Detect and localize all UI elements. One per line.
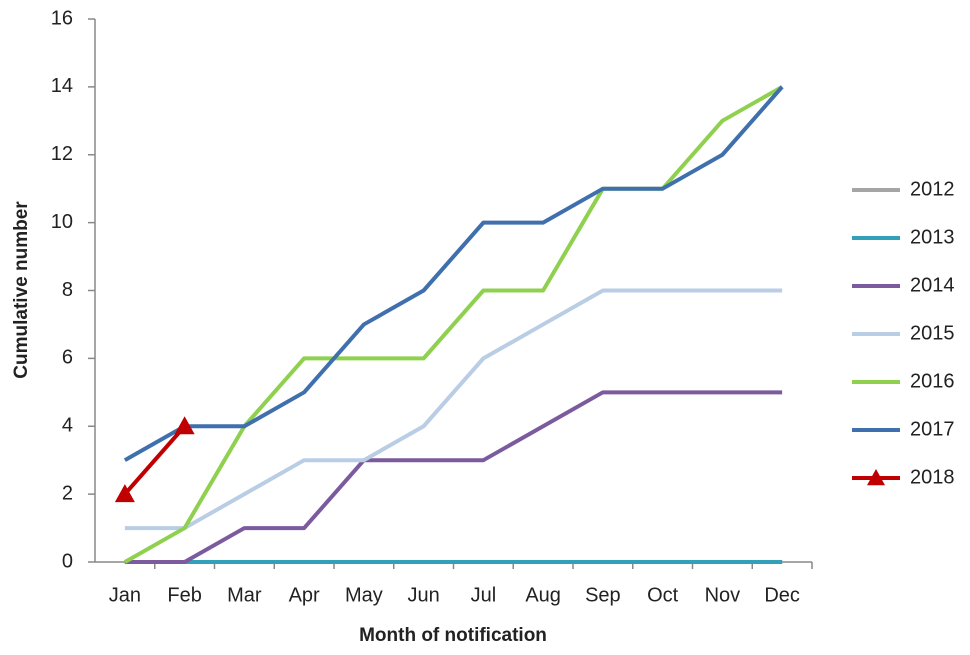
legend-label: 2014 [910, 274, 955, 296]
x-tick-label: Sep [585, 584, 621, 606]
x-tick-label: May [345, 584, 383, 606]
y-tick-label: 10 [51, 211, 73, 233]
legend-label: 2016 [910, 370, 955, 392]
x-tick-label: Feb [167, 584, 201, 606]
x-axis-title: Month of notification [359, 625, 547, 646]
point-marker [174, 416, 195, 435]
y-tick-label: 8 [62, 279, 73, 301]
series-line [123, 424, 187, 496]
x-tick-label: Oct [647, 584, 679, 606]
y-tick-label: 4 [62, 415, 73, 437]
legend-label: 2012 [910, 178, 955, 200]
y-tick-label: 12 [51, 143, 73, 165]
y-tick-label: 14 [51, 75, 73, 97]
series-line [124, 288, 783, 531]
y-tick-label: 0 [62, 550, 73, 572]
x-tick-label: Apr [289, 584, 320, 606]
x-tick-label: Aug [525, 584, 561, 606]
series-line [123, 85, 784, 462]
x-tick-label: Jul [471, 584, 497, 606]
x-tick-label: Jan [109, 584, 141, 606]
x-tick-label: Dec [764, 584, 800, 606]
y-tick-label: 6 [62, 347, 73, 369]
legend-label: 2018 [910, 466, 955, 488]
legend-label: 2017 [910, 418, 955, 440]
point-marker [114, 484, 135, 503]
y-tick-label: 16 [51, 7, 73, 29]
x-tick-label: Nov [705, 584, 741, 606]
legend-label: 2015 [910, 322, 955, 344]
legend-marker [867, 469, 885, 486]
series-line [123, 85, 784, 564]
y-tick-label: 2 [62, 482, 73, 504]
legend-label: 2013 [910, 226, 955, 248]
x-tick-label: Mar [227, 584, 262, 606]
y-axis-title: Cumulative number [11, 201, 32, 379]
series-line [124, 390, 783, 564]
x-tick-label: Jun [408, 584, 440, 606]
